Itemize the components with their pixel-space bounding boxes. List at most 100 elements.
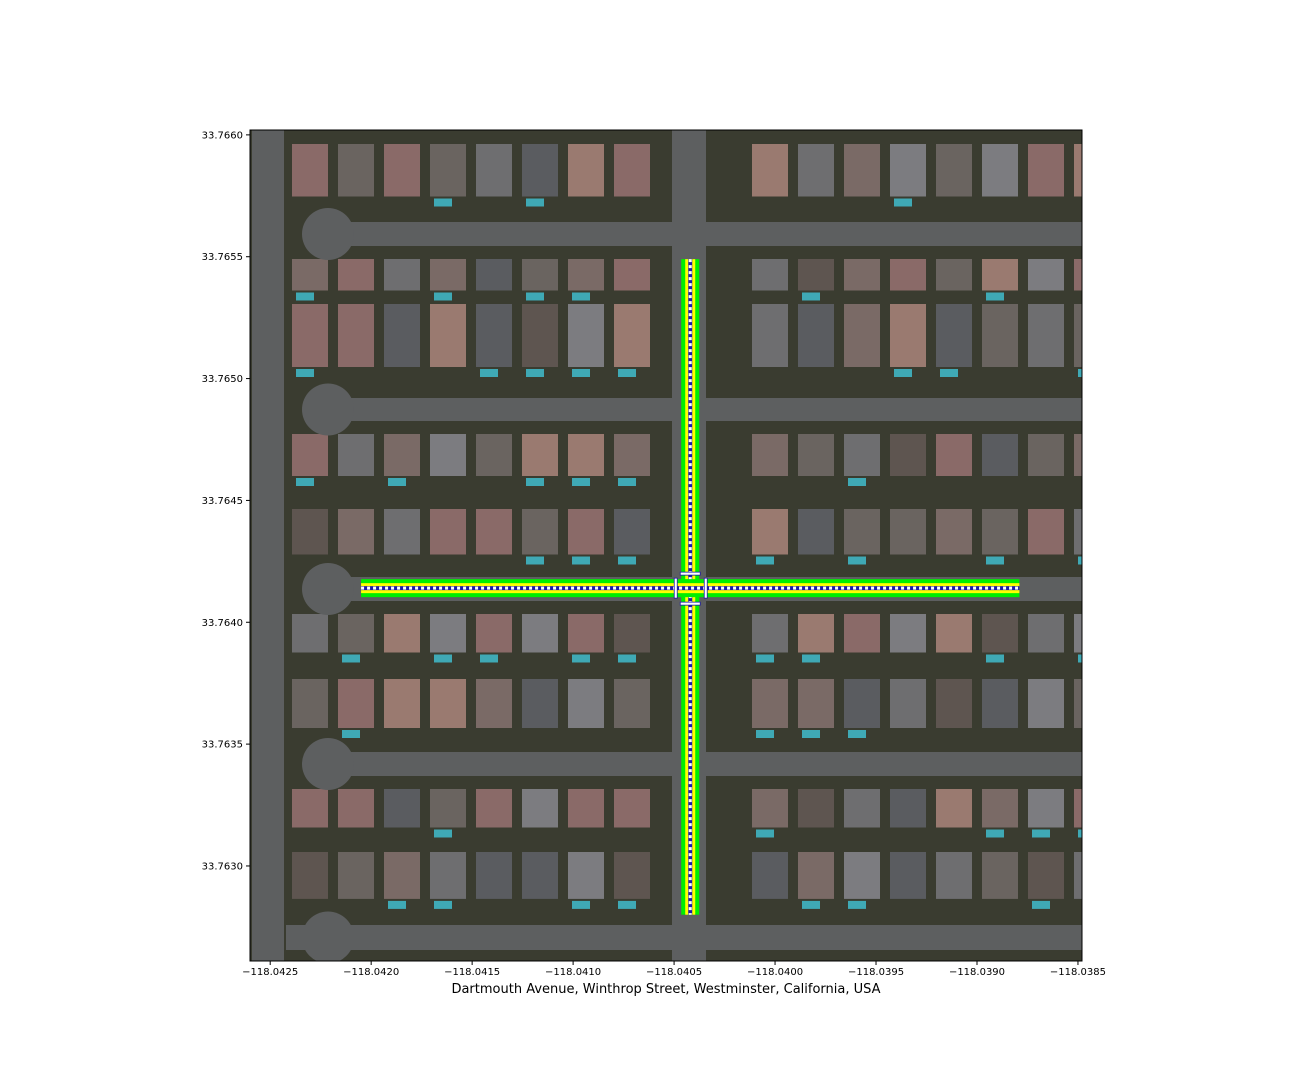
pool xyxy=(572,292,590,301)
house xyxy=(844,789,880,828)
house xyxy=(430,852,466,899)
house xyxy=(844,259,880,291)
house xyxy=(890,304,926,367)
house xyxy=(522,679,558,728)
pool xyxy=(434,900,452,909)
house xyxy=(476,679,512,728)
cul-de-sac xyxy=(302,563,354,615)
y-tick-label: 33.7660 xyxy=(202,130,243,141)
house xyxy=(292,852,328,899)
house xyxy=(614,259,650,291)
house xyxy=(844,679,880,728)
house xyxy=(568,789,604,828)
house xyxy=(798,789,834,828)
house xyxy=(798,434,834,476)
house xyxy=(844,509,880,555)
pool xyxy=(618,478,636,486)
house xyxy=(568,614,604,653)
house xyxy=(890,434,926,476)
house xyxy=(384,434,420,476)
house xyxy=(476,259,512,291)
x-tick-label: −118.0425 xyxy=(242,967,298,978)
house xyxy=(430,304,466,367)
pool xyxy=(618,556,636,565)
house xyxy=(384,614,420,653)
pool xyxy=(802,900,820,909)
house xyxy=(936,304,972,367)
house xyxy=(844,434,880,476)
house xyxy=(476,614,512,653)
pool xyxy=(434,292,452,301)
house xyxy=(568,144,604,197)
house xyxy=(752,144,788,197)
pool xyxy=(848,900,866,909)
x-tick-label: −118.0410 xyxy=(545,967,601,978)
pool xyxy=(526,292,544,301)
house xyxy=(936,259,972,291)
house xyxy=(1074,789,1082,828)
house xyxy=(752,509,788,555)
house xyxy=(798,614,834,653)
stop-line xyxy=(679,601,701,606)
house xyxy=(1074,304,1082,367)
house xyxy=(798,259,834,291)
house xyxy=(982,434,1018,476)
x-tick-label: −118.0400 xyxy=(747,967,803,978)
house xyxy=(476,789,512,828)
house xyxy=(292,614,328,653)
pool xyxy=(342,730,360,738)
house xyxy=(614,304,650,367)
house xyxy=(752,304,788,367)
x-tick-label: −118.0405 xyxy=(646,967,702,978)
house xyxy=(522,304,558,367)
house xyxy=(384,852,420,899)
stop-line xyxy=(679,571,701,576)
house xyxy=(1028,509,1064,555)
pool xyxy=(1078,556,1082,565)
house xyxy=(292,789,328,828)
house xyxy=(568,304,604,367)
house xyxy=(982,789,1018,828)
house xyxy=(476,852,512,899)
house xyxy=(338,789,374,828)
house xyxy=(292,304,328,367)
pool xyxy=(434,654,452,663)
pool xyxy=(802,292,820,301)
house xyxy=(798,852,834,899)
pool xyxy=(802,654,820,663)
house xyxy=(292,259,328,291)
house xyxy=(384,304,420,367)
house xyxy=(1028,789,1064,828)
pool xyxy=(572,478,590,486)
house xyxy=(982,852,1018,899)
pool xyxy=(802,730,820,738)
house xyxy=(752,259,788,291)
pool xyxy=(618,369,636,377)
pool xyxy=(756,654,774,663)
houses-layer xyxy=(292,144,1082,909)
house xyxy=(890,144,926,197)
house xyxy=(338,679,374,728)
x-axis-label: Dartmouth Avenue, Winthrop Street, Westm… xyxy=(451,982,880,997)
pool xyxy=(572,654,590,663)
pool xyxy=(848,730,866,738)
house xyxy=(614,679,650,728)
house xyxy=(1028,144,1064,197)
house xyxy=(844,614,880,653)
house xyxy=(890,852,926,899)
street-road xyxy=(286,925,1082,950)
y-tick-label: 33.7630 xyxy=(202,861,243,872)
house xyxy=(568,852,604,899)
house xyxy=(798,144,834,197)
cul-de-sac xyxy=(302,383,354,436)
pool xyxy=(388,478,406,486)
y-tick-label: 33.7645 xyxy=(202,496,243,507)
y-tick-label: 33.7650 xyxy=(202,374,243,385)
pool xyxy=(434,198,452,207)
house xyxy=(982,509,1018,555)
house xyxy=(476,304,512,367)
house xyxy=(430,789,466,828)
house xyxy=(936,509,972,555)
house xyxy=(1028,259,1064,291)
